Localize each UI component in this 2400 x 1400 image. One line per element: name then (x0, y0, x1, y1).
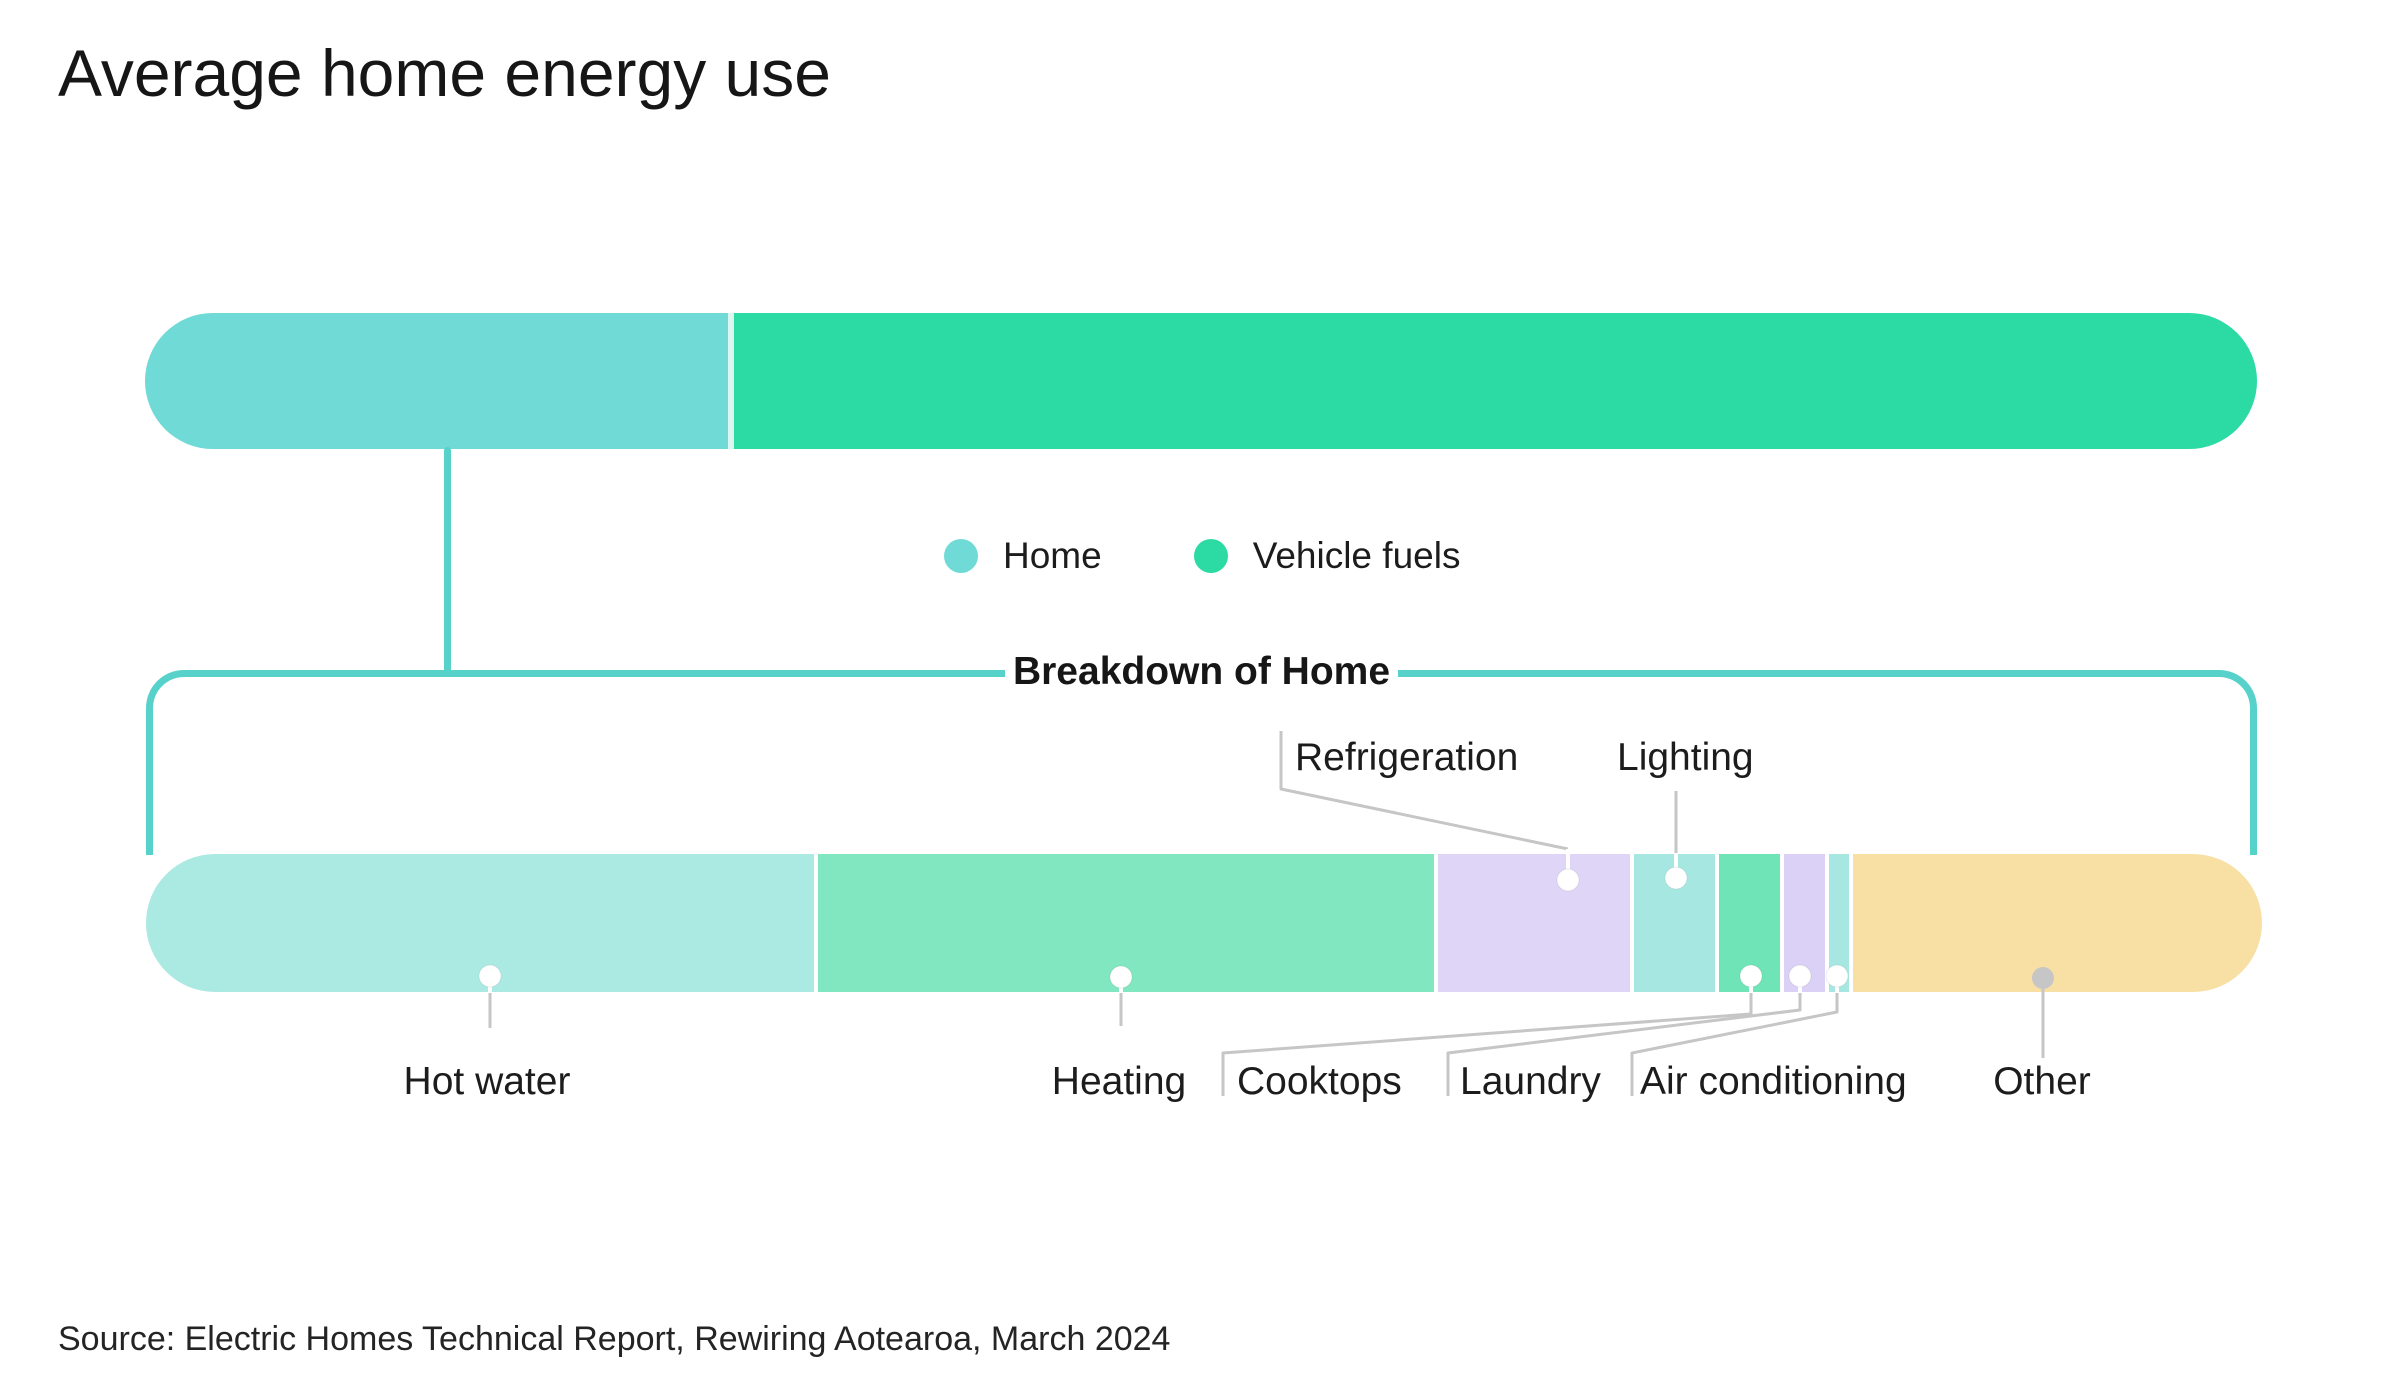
home-legend-dot-icon (944, 539, 978, 573)
segment-heating (818, 854, 1434, 992)
home-breakdown-bar (146, 854, 2262, 992)
other-label: Other (1993, 1060, 2091, 1103)
segment-home (145, 313, 728, 449)
segment-hot-water (146, 854, 814, 992)
breakdown-header: Breakdown of Home (1012, 650, 1391, 693)
laundry-label: Laundry (1460, 1060, 1601, 1103)
home-to-breakdown-connector (444, 447, 451, 673)
legend-label-home: Home (1003, 535, 1102, 576)
page-title: Average home energy use (58, 36, 831, 110)
breakdown-bracket-right (1398, 670, 2257, 855)
segment-other (1853, 854, 2262, 992)
legend-item-vehicle-fuels: Vehicle fuels (1193, 535, 1461, 577)
lighting-label: Lighting (1617, 736, 1754, 779)
total-energy-bar (145, 313, 2257, 449)
air-conditioning-label: Air conditioning (1640, 1060, 1907, 1103)
legend-item-home: Home (944, 535, 1102, 577)
segment-lighting (1634, 854, 1715, 992)
segment-refrigeration (1438, 854, 1630, 992)
segment-laundry (1784, 854, 1825, 992)
hot-water-label: Hot water (403, 1060, 571, 1103)
source-text: Source: Electric Homes Technical Report,… (58, 1320, 1171, 1358)
legend-label-vehicle-fuels: Vehicle fuels (1252, 535, 1461, 576)
cooktops-label: Cooktops (1237, 1060, 1402, 1103)
legend: Home Vehicle fuels (944, 534, 1460, 578)
segment-cooktops (1719, 854, 1780, 992)
vehicle-fuels-legend-dot-icon (1193, 539, 1228, 573)
breakdown-bracket-left (146, 670, 1005, 855)
heating-label: Heating (1051, 1060, 1187, 1103)
segment-air-conditioning (1829, 854, 1849, 992)
segment-vehicle-fuels (734, 313, 2257, 449)
refrigeration-label: Refrigeration (1295, 736, 1519, 779)
